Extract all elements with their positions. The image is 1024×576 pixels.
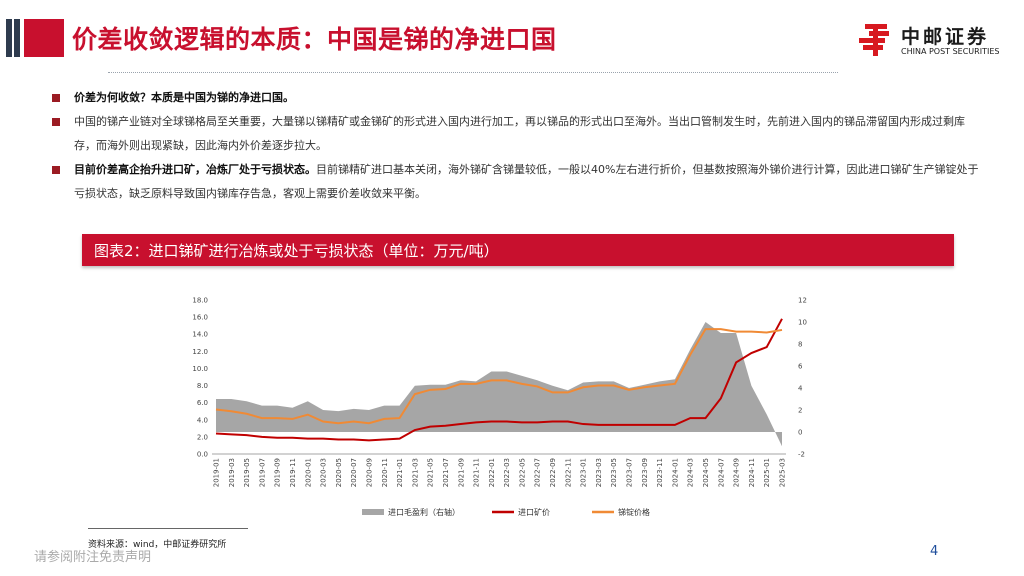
logo-english-name: CHINA POST SECURITIES bbox=[901, 47, 1000, 56]
title-accent-block bbox=[24, 19, 64, 57]
y2-axis-tick-label: 2 bbox=[798, 407, 802, 415]
disclaimer: 请参阅附注免责声明 bbox=[34, 550, 152, 565]
y2-axis-tick-label: 12 bbox=[798, 297, 807, 305]
x-axis-tick-label: 2024-11 bbox=[748, 458, 756, 487]
line-series-import-ore bbox=[215, 318, 783, 442]
page-title: 价差收敛逻辑的本质：中国是锑的净进口国 bbox=[72, 25, 557, 54]
area-series-margin bbox=[216, 322, 782, 447]
x-axis-tick-label: 2021-09 bbox=[457, 458, 465, 487]
source-divider bbox=[88, 528, 248, 529]
y-axis-tick-label: 18.0 bbox=[192, 297, 208, 305]
x-axis-tick-label: 2023-01 bbox=[580, 458, 588, 487]
legend-label: 锑锭价格 bbox=[618, 507, 650, 517]
x-axis-tick-label: 2022-01 bbox=[488, 458, 496, 487]
bullet-text: 目前锑精矿进口基本关闭，海外锑矿含锑量较低，一般以40%左右进行折价，但基数按照… bbox=[74, 163, 979, 200]
source-note: 资料来源：wind，中邮证券研究所 bbox=[88, 540, 227, 550]
title-divider bbox=[108, 72, 838, 73]
x-axis-tick-label: 2020-11 bbox=[381, 458, 389, 487]
x-axis-tick-label: 2022-09 bbox=[549, 458, 557, 487]
y-axis-tick-label: 14.0 bbox=[192, 331, 208, 339]
legend-label: 进口矿价 bbox=[518, 507, 550, 517]
title-accent-bar-dark-2 bbox=[14, 19, 20, 57]
x-axis-tick-label: 2021-03 bbox=[411, 458, 419, 487]
bullet-item: 目前价差高企抬升进口矿，冶炼厂处于亏损状态。目前锑精矿进口基本关闭，海外锑矿含锑… bbox=[52, 158, 982, 206]
y-axis-tick-label: 12.0 bbox=[192, 348, 208, 356]
line-series-ingot bbox=[215, 328, 783, 425]
x-axis-tick-label: 2024-01 bbox=[671, 458, 679, 487]
title-accent-bar-dark-1 bbox=[6, 19, 12, 57]
x-axis-tick-label: 2019-07 bbox=[258, 458, 266, 487]
x-axis-tick-label: 2022-05 bbox=[518, 458, 526, 487]
y-axis-tick-label: 16.0 bbox=[192, 314, 208, 322]
x-axis-tick-label: 2020-07 bbox=[350, 458, 358, 487]
x-axis-tick-label: 2024-03 bbox=[687, 458, 695, 487]
x-axis-tick-label: 2020-05 bbox=[335, 458, 343, 487]
page-number: 4 bbox=[930, 544, 939, 559]
price-chart: 0.0 2.0 4.0 6.0 8.0 10.0 12.0 14.0 16.0 18.0 -2 0 2 4… bbox=[192, 297, 807, 518]
x-axis-tick-label: 2025-01 bbox=[763, 458, 771, 487]
legend-swatch-area bbox=[362, 509, 384, 515]
y2-axis-tick-label: 6 bbox=[798, 363, 803, 371]
figure-title: 图表2：进口锑矿进行冶炼或处于亏损状态（单位：万元/吨） bbox=[94, 242, 499, 260]
y2-axis-tick-label: 4 bbox=[798, 385, 803, 393]
legend-label: 进口毛盈利（右轴） bbox=[388, 507, 460, 517]
figure-title-bar: 图表2：进口锑矿进行冶炼或处于亏损状态（单位：万元/吨） bbox=[82, 234, 954, 266]
x-axis-tick-label: 2019-09 bbox=[274, 458, 282, 487]
y2-axis-tick-label: 0 bbox=[798, 429, 802, 437]
y2-axis-tick-label: -2 bbox=[798, 451, 805, 459]
x-axis-tick-label: 2025-03 bbox=[779, 458, 787, 487]
x-axis-tick-label: 2021-01 bbox=[396, 458, 404, 487]
china-post-emblem-icon bbox=[859, 24, 889, 56]
x-axis-tick-label: 2020-03 bbox=[320, 458, 328, 487]
y-axis-tick-label: 10.0 bbox=[192, 365, 208, 373]
y-axis-tick-label: 8.0 bbox=[197, 382, 208, 390]
bullet-text: 中国的锑产业链对全球锑格局至关重要，大量锑以锑精矿或金锑矿的形式进入国内进行加工… bbox=[74, 115, 965, 152]
x-axis-tick-label: 2023-03 bbox=[595, 458, 603, 487]
bullet-bold-text: 目前价差高企抬升进口矿，冶炼厂处于亏损状态。 bbox=[74, 163, 316, 176]
brand-logo: 中邮证券 CHINA POST SECURITIES bbox=[855, 20, 1015, 62]
x-axis-tick-label: 2022-03 bbox=[503, 458, 511, 487]
x-axis-tick-label: 2019-05 bbox=[243, 458, 251, 487]
bullet-square-icon bbox=[52, 166, 60, 174]
y2-axis-tick-label: 10 bbox=[798, 319, 807, 327]
x-axis-tick-label: 2023-07 bbox=[626, 458, 634, 487]
bullet-square-icon bbox=[52, 94, 60, 102]
x-axis-tick-label: 2019-11 bbox=[289, 458, 297, 487]
x-axis-tick-label: 2021-11 bbox=[473, 458, 481, 487]
x-axis-tick-label: 2020-01 bbox=[304, 458, 312, 487]
y-axis-tick-label: 0.0 bbox=[197, 451, 208, 459]
bullet-square-icon bbox=[52, 118, 60, 126]
x-axis-tick-label: 2023-09 bbox=[641, 458, 649, 487]
bullet-bold-text: 价差为何收敛？本质是中国为锑的净进口国。 bbox=[74, 91, 294, 104]
y-axis-tick-label: 2.0 bbox=[197, 433, 208, 441]
x-axis-tick-label: 2024-07 bbox=[717, 458, 725, 487]
bullet-list: 价差为何收敛？本质是中国为锑的净进口国。 中国的锑产业链对全球锑格局至关重要，大… bbox=[52, 86, 982, 206]
x-axis-tick-label: 2023-05 bbox=[610, 458, 618, 487]
x-axis-tick-label: 2024-09 bbox=[733, 458, 741, 487]
x-axis-tick-label: 2021-05 bbox=[427, 458, 435, 487]
x-axis-tick-label: 2021-07 bbox=[442, 458, 450, 487]
x-axis-tick-label: 2022-07 bbox=[534, 458, 542, 487]
x-axis-tick-label: 2019-01 bbox=[213, 458, 221, 487]
x-axis-tick-label: 2024-05 bbox=[702, 458, 710, 487]
x-axis-tick-label: 2019-03 bbox=[228, 458, 236, 487]
y-axis-tick-label: 4.0 bbox=[197, 416, 208, 424]
bullet-item: 中国的锑产业链对全球锑格局至关重要，大量锑以锑精矿或金锑矿的形式进入国内进行加工… bbox=[52, 110, 982, 158]
x-axis-tick-label: 2022-11 bbox=[564, 458, 572, 487]
y-axis-tick-label: 6.0 bbox=[197, 399, 208, 407]
x-axis-tick-label: 2020-09 bbox=[365, 458, 373, 487]
bullet-item: 价差为何收敛？本质是中国为锑的净进口国。 bbox=[52, 86, 982, 110]
x-axis-tick-label: 2023-11 bbox=[656, 458, 664, 487]
logo-name: 中邮证券 bbox=[901, 26, 990, 48]
y2-axis-tick-label: 8 bbox=[798, 341, 802, 349]
